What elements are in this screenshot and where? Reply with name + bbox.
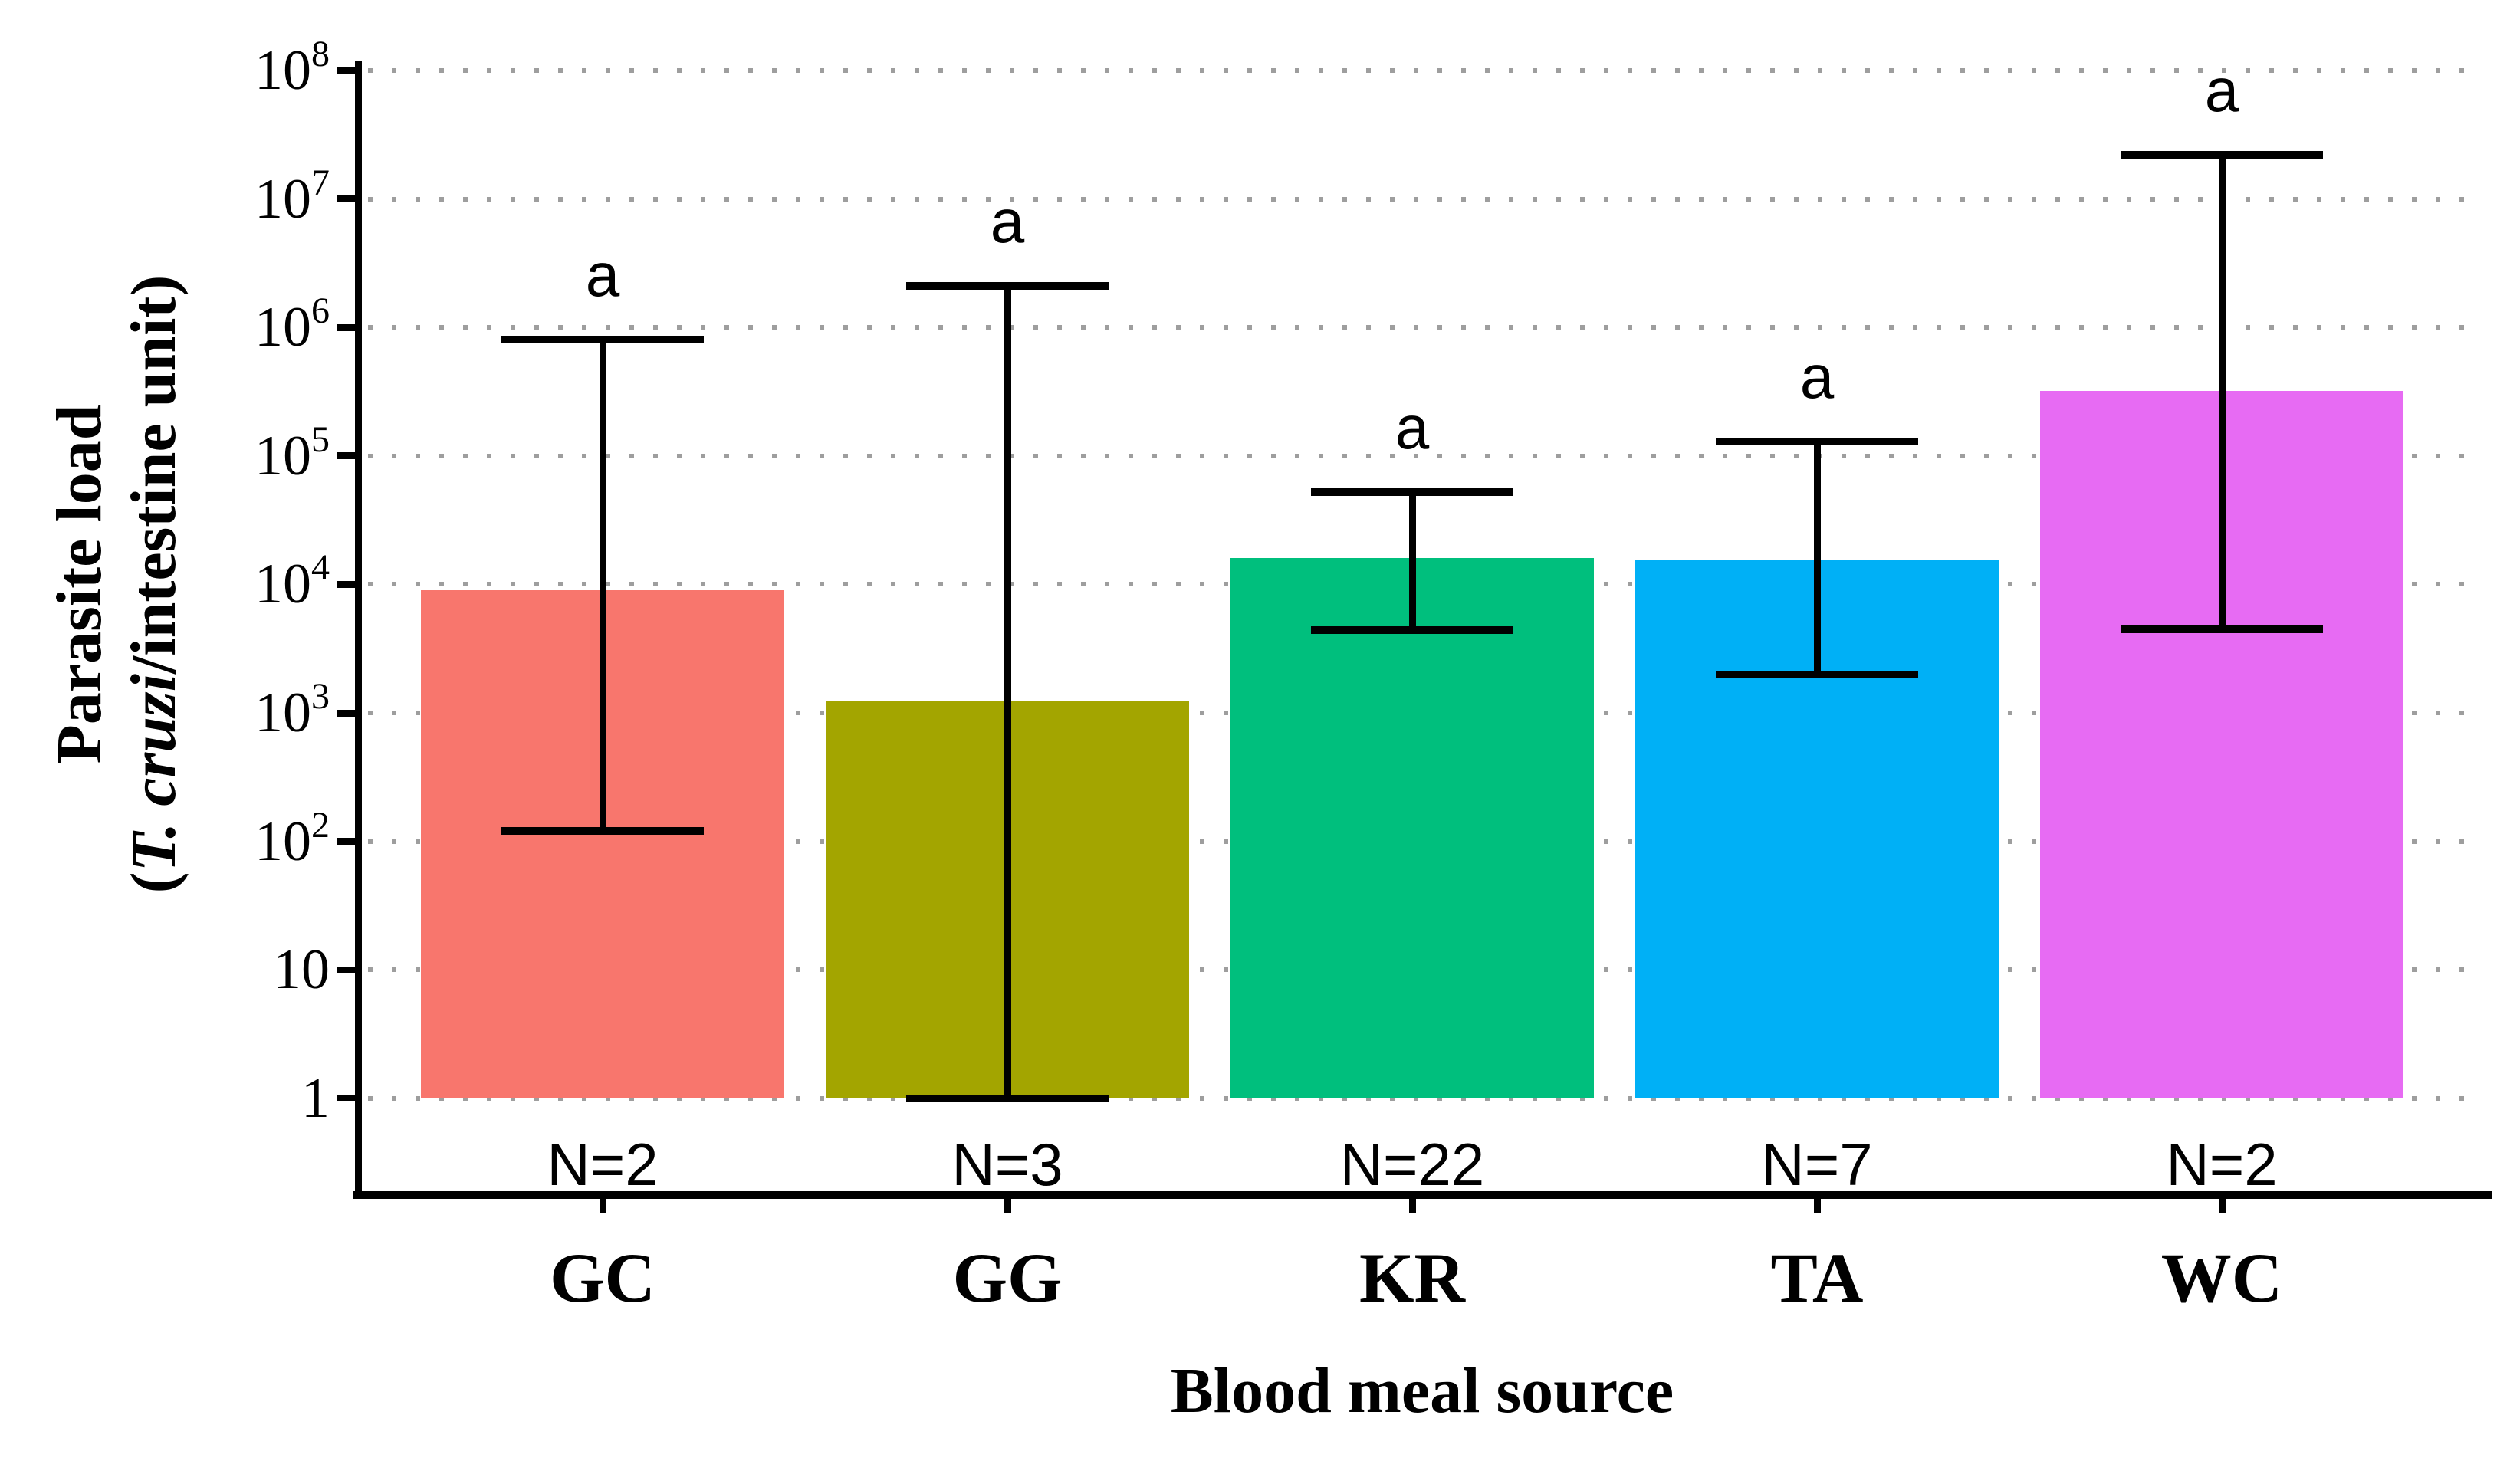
decade-gridline <box>368 196 2480 202</box>
error-bar-cap-top <box>1311 488 1513 497</box>
y-axis-title-italic-species: T. cruzi <box>118 674 189 872</box>
y-axis-tick <box>337 452 358 460</box>
error-bar-stem <box>599 340 606 832</box>
sample-size-label: N=7 <box>1761 1131 1873 1198</box>
x-axis-line <box>353 1191 2492 1199</box>
x-axis-tick <box>1004 1199 1011 1213</box>
y-axis-title-line1: Parasite load <box>44 404 115 764</box>
error-bar-stem <box>2218 155 2226 629</box>
significance-letter: a <box>585 241 620 310</box>
error-bar-cap-top <box>1716 437 1918 445</box>
x-axis-tick <box>1814 1199 1821 1213</box>
y-tick-label: 105 <box>255 419 330 488</box>
y-axis-line <box>355 61 362 1199</box>
y-axis-tick <box>337 709 358 717</box>
x-axis-title: Blood meal source <box>1170 1355 1674 1427</box>
x-tick-label-gc: GC <box>550 1239 655 1317</box>
error-bar-stem <box>1408 492 1416 631</box>
y-axis-tick <box>337 323 358 331</box>
x-axis-tick <box>600 1199 606 1213</box>
significance-letter: a <box>2204 56 2239 125</box>
error-bar-cap-bottom <box>2121 625 2323 633</box>
significance-letter: a <box>990 187 1025 256</box>
y-axis-tick <box>337 1095 358 1102</box>
error-bar-cap-top <box>906 282 1109 291</box>
y-axis-title: Parasite load (T. cruzi/intestine unit) <box>42 86 191 1082</box>
x-tick-label-gg: GG <box>952 1239 1063 1317</box>
x-tick-label-ta: TA <box>1770 1239 1864 1317</box>
y-tick-label: 104 <box>255 547 330 616</box>
y-tick-label: 107 <box>255 162 330 231</box>
y-tick-label: 102 <box>255 804 330 873</box>
y-axis-tick <box>337 838 358 845</box>
y-tick-label: 10 <box>273 938 330 1002</box>
x-axis-tick <box>2219 1199 2226 1213</box>
y-axis-tick <box>337 580 358 588</box>
error-bar-cap-bottom <box>906 1094 1109 1102</box>
x-tick-label-kr: KR <box>1359 1239 1465 1317</box>
error-bar-cap-top <box>2121 151 2323 159</box>
x-axis-tick <box>1409 1199 1416 1213</box>
y-axis-tick <box>337 195 358 203</box>
bar-kr <box>1230 558 1594 1098</box>
error-bar-stem <box>1813 441 1821 675</box>
x-tick-label-wc: WC <box>2160 1239 2283 1317</box>
sample-size-label: N=3 <box>951 1131 1063 1198</box>
y-axis-tick <box>337 966 358 973</box>
y-axis-tick <box>337 67 358 74</box>
significance-letter: a <box>1395 393 1430 462</box>
error-bar-cap-bottom <box>501 827 704 836</box>
error-bar-cap-bottom <box>1311 626 1513 635</box>
y-tick-label: 108 <box>255 34 330 102</box>
error-bar-cap-top <box>501 336 704 344</box>
decade-gridline <box>368 453 2480 458</box>
y-axis-title-line2: (T. cruzi/intestine unit) <box>118 274 189 894</box>
significance-letter: a <box>1799 342 1835 411</box>
decade-gridline <box>368 68 2480 73</box>
error-bar-cap-bottom <box>1716 670 1918 678</box>
y-tick-label: 106 <box>255 291 330 360</box>
error-bar-stem <box>1004 286 1011 1098</box>
y-tick-label: 103 <box>255 676 330 744</box>
y-tick-label: 1 <box>301 1066 330 1130</box>
sample-size-label: N=2 <box>2166 1131 2278 1198</box>
sample-size-label: N=2 <box>547 1131 659 1198</box>
decade-gridline <box>368 325 2480 330</box>
sample-size-label: N=22 <box>1339 1131 1485 1198</box>
